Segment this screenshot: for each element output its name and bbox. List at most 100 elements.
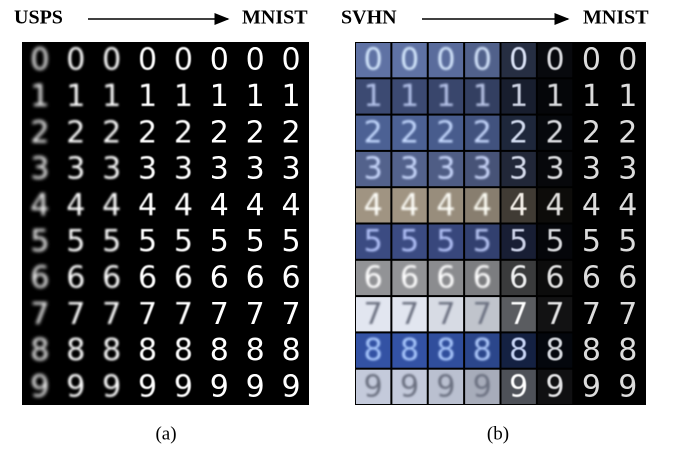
digit: 0 bbox=[364, 43, 383, 78]
digit: 6 bbox=[102, 260, 121, 295]
digit: 9 bbox=[138, 369, 157, 404]
digit: 8 bbox=[282, 333, 301, 368]
digit: 4 bbox=[473, 188, 492, 223]
digit: 7 bbox=[66, 297, 85, 332]
digit: 0 bbox=[546, 43, 565, 78]
digit: 8 bbox=[246, 333, 265, 368]
digit: 3 bbox=[582, 152, 601, 187]
digit: 0 bbox=[210, 43, 229, 78]
digit: 3 bbox=[509, 152, 528, 187]
digit: 4 bbox=[618, 188, 637, 223]
digit: 2 bbox=[618, 115, 637, 150]
digit: 5 bbox=[618, 224, 637, 259]
digit: 1 bbox=[400, 79, 419, 114]
digit: 1 bbox=[102, 79, 121, 114]
panel-a-target: MNIST bbox=[242, 7, 308, 29]
digit: 8 bbox=[618, 333, 637, 368]
digit: 7 bbox=[546, 297, 565, 332]
digit: 1 bbox=[436, 79, 455, 114]
digit: 4 bbox=[30, 188, 49, 223]
digit: 3 bbox=[473, 152, 492, 187]
digit: 3 bbox=[138, 152, 157, 187]
digit: 4 bbox=[509, 188, 528, 223]
digit: 6 bbox=[473, 260, 492, 295]
digit: 6 bbox=[436, 260, 455, 295]
digit: 9 bbox=[210, 369, 229, 404]
digit: 6 bbox=[400, 260, 419, 295]
panel-b-source: SVHN bbox=[341, 7, 397, 29]
digit: 6 bbox=[546, 260, 565, 295]
digit: 3 bbox=[30, 152, 49, 187]
digit: 6 bbox=[66, 260, 85, 295]
digit: 3 bbox=[546, 152, 565, 187]
digit: 9 bbox=[364, 369, 383, 404]
digit: 0 bbox=[473, 43, 492, 78]
digit: 2 bbox=[102, 115, 121, 150]
digit: 2 bbox=[138, 115, 157, 150]
digit: 9 bbox=[582, 369, 601, 404]
panel-a-image bbox=[22, 42, 309, 405]
digit: 7 bbox=[174, 297, 193, 332]
digit: 6 bbox=[30, 260, 49, 295]
digit: 5 bbox=[473, 224, 492, 259]
digit: 1 bbox=[546, 79, 565, 114]
digit: 1 bbox=[618, 79, 637, 114]
digit: 2 bbox=[30, 115, 49, 150]
digit: 1 bbox=[138, 79, 157, 114]
digit: 8 bbox=[582, 333, 601, 368]
digit: 2 bbox=[436, 115, 455, 150]
panel-a-source: USPS bbox=[14, 7, 63, 29]
digit: 8 bbox=[364, 333, 383, 368]
digit: 0 bbox=[246, 43, 265, 78]
digit: 8 bbox=[436, 333, 455, 368]
digit: 2 bbox=[509, 115, 528, 150]
digit: 5 bbox=[582, 224, 601, 259]
digit: 2 bbox=[174, 115, 193, 150]
digit: 5 bbox=[246, 224, 265, 259]
digit: 9 bbox=[246, 369, 265, 404]
digit: 9 bbox=[174, 369, 193, 404]
digit: 3 bbox=[210, 152, 229, 187]
digit: 5 bbox=[546, 224, 565, 259]
digit: 1 bbox=[582, 79, 601, 114]
digit: 9 bbox=[473, 369, 492, 404]
digit: 5 bbox=[30, 224, 49, 259]
digit: 8 bbox=[210, 333, 229, 368]
digit: 4 bbox=[282, 188, 301, 223]
digit: 9 bbox=[282, 369, 301, 404]
digit: 0 bbox=[618, 43, 637, 78]
digit: 2 bbox=[246, 115, 265, 150]
digit: 9 bbox=[66, 369, 85, 404]
digit: 4 bbox=[400, 188, 419, 223]
digit: 0 bbox=[66, 43, 85, 78]
digit: 0 bbox=[400, 43, 419, 78]
digit: 6 bbox=[509, 260, 528, 295]
digit: 6 bbox=[174, 260, 193, 295]
digit: 4 bbox=[102, 188, 121, 223]
panel-b-caption: (b) bbox=[487, 423, 509, 444]
digit: 8 bbox=[66, 333, 85, 368]
digit: 7 bbox=[30, 297, 49, 332]
digit: 1 bbox=[364, 79, 383, 114]
digit: 0 bbox=[174, 43, 193, 78]
digit: 9 bbox=[509, 369, 528, 404]
digit: 5 bbox=[138, 224, 157, 259]
digit: 2 bbox=[546, 115, 565, 150]
digit: 1 bbox=[210, 79, 229, 114]
digit: 9 bbox=[102, 369, 121, 404]
digit: 2 bbox=[364, 115, 383, 150]
digit: 1 bbox=[30, 79, 49, 114]
figure: USPS MNIST SVHN MNIST (a) (b) 0000000011… bbox=[0, 0, 677, 449]
digit: 3 bbox=[66, 152, 85, 187]
digit: 9 bbox=[436, 369, 455, 404]
digit: 0 bbox=[282, 43, 301, 78]
digit: 1 bbox=[174, 79, 193, 114]
digit: 1 bbox=[282, 79, 301, 114]
digit: 6 bbox=[246, 260, 265, 295]
digit: 7 bbox=[282, 297, 301, 332]
digit: 5 bbox=[210, 224, 229, 259]
digit: 8 bbox=[546, 333, 565, 368]
digit: 1 bbox=[473, 79, 492, 114]
digit: 3 bbox=[246, 152, 265, 187]
digit: 4 bbox=[138, 188, 157, 223]
